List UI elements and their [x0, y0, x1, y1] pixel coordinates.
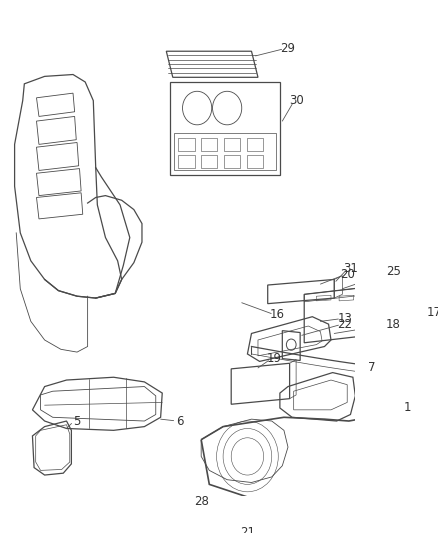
- Text: 13: 13: [337, 312, 352, 325]
- Text: 5: 5: [74, 415, 81, 427]
- Text: 17: 17: [427, 305, 438, 319]
- Text: 29: 29: [280, 42, 296, 55]
- Text: 28: 28: [194, 495, 208, 507]
- Text: 1: 1: [403, 401, 411, 415]
- Text: 30: 30: [289, 94, 304, 107]
- Text: 16: 16: [270, 308, 285, 321]
- Text: 19: 19: [267, 352, 282, 365]
- Text: 25: 25: [386, 265, 401, 278]
- Text: 18: 18: [386, 318, 401, 330]
- Text: 7: 7: [368, 361, 375, 374]
- Text: 31: 31: [343, 262, 358, 274]
- Text: 22: 22: [337, 318, 352, 330]
- Text: 20: 20: [340, 268, 355, 281]
- Text: 21: 21: [240, 526, 255, 533]
- Text: 6: 6: [177, 415, 184, 427]
